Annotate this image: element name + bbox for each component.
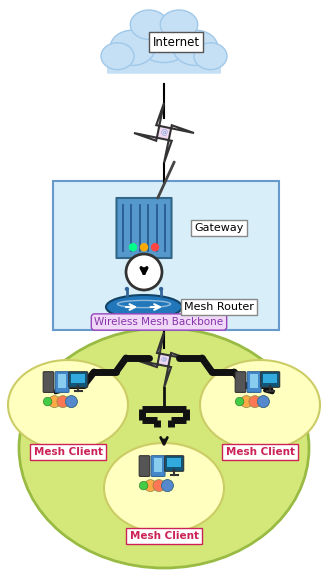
- Circle shape: [240, 395, 252, 408]
- FancyBboxPatch shape: [71, 375, 85, 383]
- FancyBboxPatch shape: [116, 198, 171, 258]
- Ellipse shape: [173, 30, 218, 65]
- Circle shape: [140, 243, 148, 251]
- Ellipse shape: [106, 295, 182, 319]
- Ellipse shape: [104, 443, 224, 533]
- Text: Mesh Client: Mesh Client: [130, 531, 198, 541]
- Ellipse shape: [200, 360, 320, 450]
- FancyBboxPatch shape: [43, 372, 54, 393]
- Polygon shape: [134, 103, 194, 163]
- Circle shape: [258, 395, 269, 408]
- Circle shape: [162, 479, 173, 492]
- Circle shape: [162, 479, 173, 492]
- Ellipse shape: [160, 10, 198, 39]
- FancyBboxPatch shape: [235, 372, 246, 393]
- Circle shape: [125, 288, 128, 291]
- Circle shape: [129, 243, 137, 251]
- FancyBboxPatch shape: [250, 375, 258, 388]
- Polygon shape: [136, 332, 192, 388]
- Text: Mesh Client: Mesh Client: [225, 447, 294, 457]
- Circle shape: [151, 243, 159, 251]
- Circle shape: [43, 397, 52, 406]
- Ellipse shape: [110, 30, 155, 65]
- Circle shape: [48, 395, 60, 408]
- Text: Internet: Internet: [152, 35, 200, 49]
- Circle shape: [144, 479, 156, 492]
- Circle shape: [65, 395, 77, 408]
- Ellipse shape: [136, 16, 192, 63]
- FancyBboxPatch shape: [139, 456, 150, 477]
- Ellipse shape: [19, 328, 309, 568]
- Circle shape: [258, 395, 269, 408]
- Text: Mesh Router: Mesh Router: [184, 302, 254, 312]
- FancyBboxPatch shape: [151, 456, 165, 477]
- Circle shape: [65, 395, 77, 408]
- Circle shape: [57, 395, 69, 408]
- Text: @: @: [161, 130, 167, 136]
- FancyBboxPatch shape: [58, 375, 66, 388]
- Circle shape: [139, 481, 148, 490]
- Text: Wireless Mesh Backbone: Wireless Mesh Backbone: [94, 317, 224, 327]
- Ellipse shape: [101, 43, 134, 69]
- FancyBboxPatch shape: [264, 375, 277, 383]
- Ellipse shape: [130, 10, 168, 39]
- FancyBboxPatch shape: [108, 48, 220, 73]
- FancyBboxPatch shape: [165, 456, 184, 471]
- Circle shape: [126, 254, 162, 290]
- Circle shape: [235, 397, 244, 406]
- Text: @: @: [161, 357, 167, 362]
- Circle shape: [249, 395, 261, 408]
- FancyBboxPatch shape: [53, 181, 279, 330]
- Text: Mesh Client: Mesh Client: [34, 447, 103, 457]
- Text: Gateway: Gateway: [194, 223, 244, 233]
- FancyBboxPatch shape: [247, 372, 261, 393]
- FancyBboxPatch shape: [69, 372, 88, 387]
- FancyBboxPatch shape: [55, 372, 69, 393]
- Circle shape: [153, 479, 165, 492]
- Circle shape: [160, 288, 163, 291]
- FancyBboxPatch shape: [261, 372, 280, 387]
- FancyBboxPatch shape: [167, 459, 181, 467]
- Ellipse shape: [194, 43, 227, 69]
- FancyBboxPatch shape: [154, 459, 162, 472]
- Ellipse shape: [8, 360, 128, 450]
